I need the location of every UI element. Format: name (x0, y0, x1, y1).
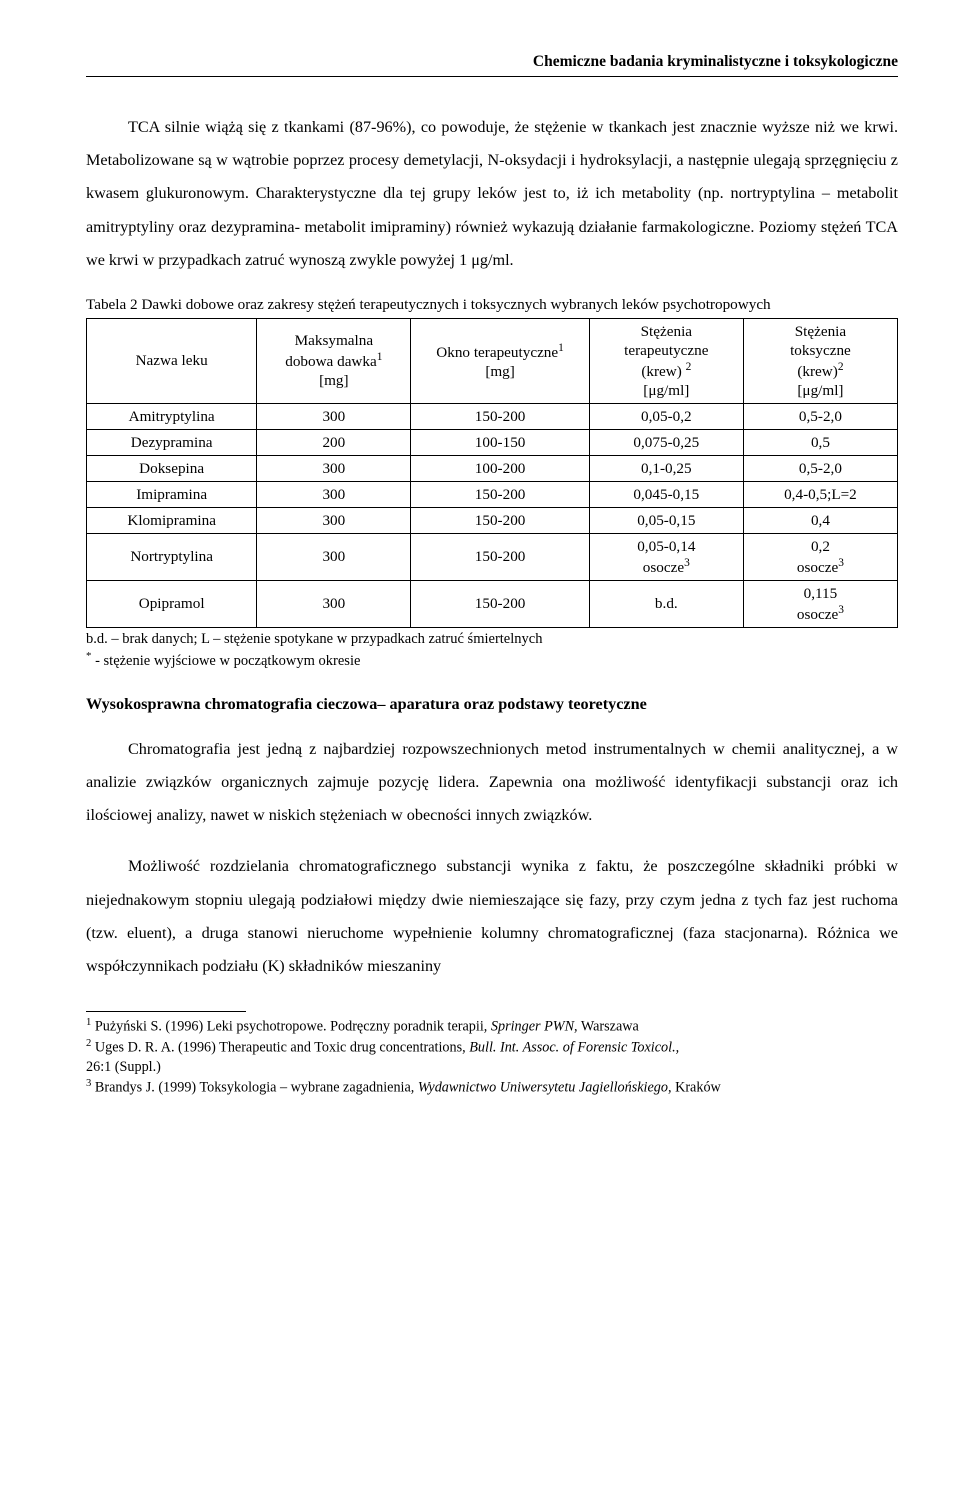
table-caption: Tabela 2 Dawki dobowe oraz zakresy stęże… (86, 295, 898, 316)
table-row: Amitryptylina300150-2000,05-0,20,5-2,0 (87, 403, 898, 429)
th-toxic: Stężenia toksyczne (krew)2 [μg/ml] (743, 318, 897, 403)
table-row: Imipramina300150-2000,045-0,150,4-0,5;L=… (87, 481, 898, 507)
footnotes: 1 Pużyński S. (1996) Leki psychotropowe.… (86, 1011, 898, 1098)
paragraph-3: Możliwość rozdzielania chromatograficzne… (86, 850, 898, 983)
drug-table: Nazwa leku Maksymalna dobowa dawka1 [mg]… (86, 318, 898, 628)
page-header: Chemiczne badania kryminalistyczne i tok… (86, 50, 898, 77)
table-footnote: b.d. – brak danych; L – stężenie spotyka… (86, 630, 898, 672)
paragraph-1: TCA silnie wiążą się z tkankami (87-96%)… (86, 111, 898, 277)
paragraph-2: Chromatografia jest jedną z najbardziej … (86, 733, 898, 833)
th-dose: Maksymalna dobowa dawka1 [mg] (257, 318, 411, 403)
table-row: Klomipramina300150-2000,05-0,150,4 (87, 507, 898, 533)
table-row: Opipramol 300 150-200 b.d. 0,115osocze3 (87, 580, 898, 627)
table-row: Nortryptylina 300 150-200 0,05-0,14osocz… (87, 533, 898, 580)
table-row: Dezypramina200100-1500,075-0,250,5 (87, 429, 898, 455)
th-name: Nazwa leku (87, 318, 257, 403)
th-window: Okno terapeutyczne1 [mg] (411, 318, 589, 403)
th-therapeutic: Stężenia terapeutyczne (krew) 2 [μg/ml] (589, 318, 743, 403)
section-title: Wysokosprawna chromatografia cieczowa– a… (86, 692, 898, 717)
table-row: Doksepina300100-2000,1-0,250,5-2,0 (87, 455, 898, 481)
table-header-row: Nazwa leku Maksymalna dobowa dawka1 [mg]… (87, 318, 898, 403)
